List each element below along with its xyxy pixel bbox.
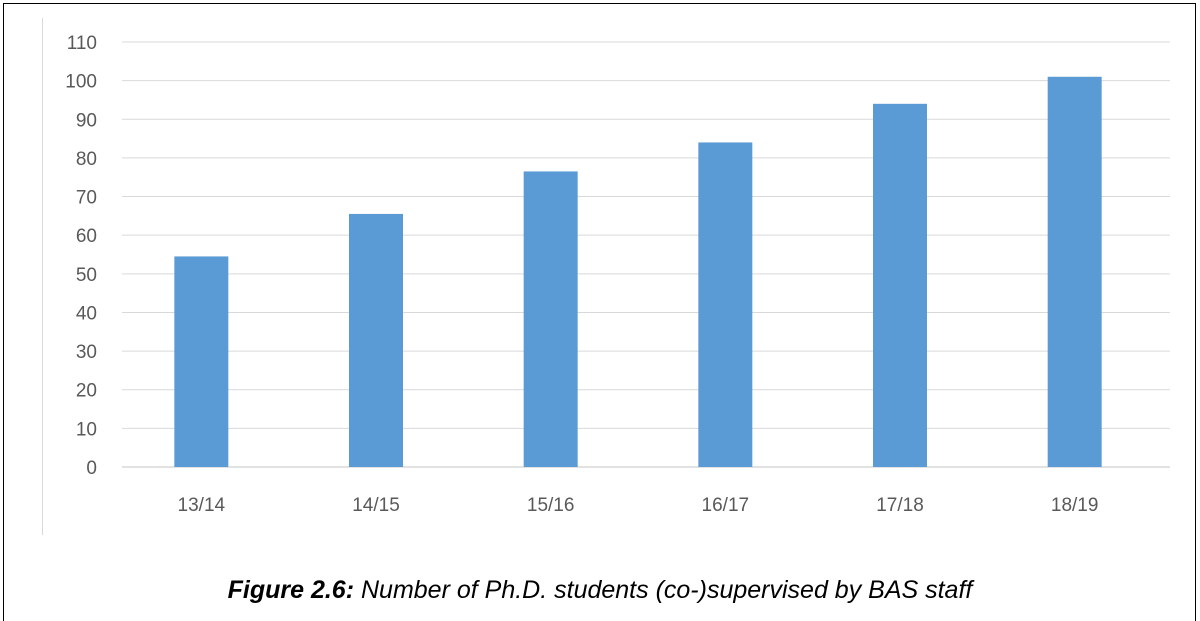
y-tick-label: 50 — [76, 265, 97, 286]
x-tick-label: 17/18 — [876, 495, 924, 516]
bar-14-15 — [349, 213, 403, 467]
y-tick-label: 0 — [86, 458, 97, 479]
x-tick-label: 16/17 — [702, 495, 750, 516]
x-tick-label: 15/16 — [527, 495, 575, 516]
chart-area-border — [42, 18, 43, 535]
y-tick-label: 30 — [76, 342, 97, 363]
y-tick-label: 90 — [76, 110, 97, 131]
y-tick-label: 110 — [67, 33, 97, 54]
bar-15-16 — [523, 171, 578, 467]
figure-caption: Figure 2.6: Number of Ph.D. students (co… — [0, 576, 1200, 605]
y-tick-label: 80 — [76, 149, 97, 170]
x-tick-label: 13/14 — [178, 495, 226, 516]
bar-17-18 — [873, 103, 927, 468]
y-tick-label: 40 — [76, 303, 97, 324]
bar-13-14 — [174, 256, 229, 467]
gridlines — [122, 41, 1170, 468]
y-tick-label: 60 — [76, 226, 97, 247]
y-tick-label: 70 — [76, 188, 97, 209]
figure-frame — [3, 3, 1196, 621]
figure-label: Figure 2.6: — [227, 576, 355, 604]
bars — [174, 76, 1102, 468]
x-tick-label: 14/15 — [352, 495, 400, 516]
y-tick-label: 10 — [76, 419, 97, 440]
x-axis-tick-labels: 13/14 14/15 15/16 16/17 17/18 18/19 — [178, 495, 1099, 516]
bar-18-19 — [1047, 76, 1102, 467]
y-tick-label: 20 — [76, 381, 97, 402]
bar-16-17 — [698, 142, 753, 468]
bar-chart: 0 10 20 30 40 50 60 70 80 90 100 110 13/14 14/15 15/1… — [65, 33, 1170, 516]
figure-caption-text: Number of Ph.D. students (co-)supervised… — [354, 576, 973, 604]
y-axis-tick-labels: 0 10 20 30 40 50 60 70 80 90 100 110 — [65, 33, 97, 479]
x-tick-label: 18/19 — [1051, 495, 1099, 516]
y-tick-label: 100 — [65, 72, 97, 93]
